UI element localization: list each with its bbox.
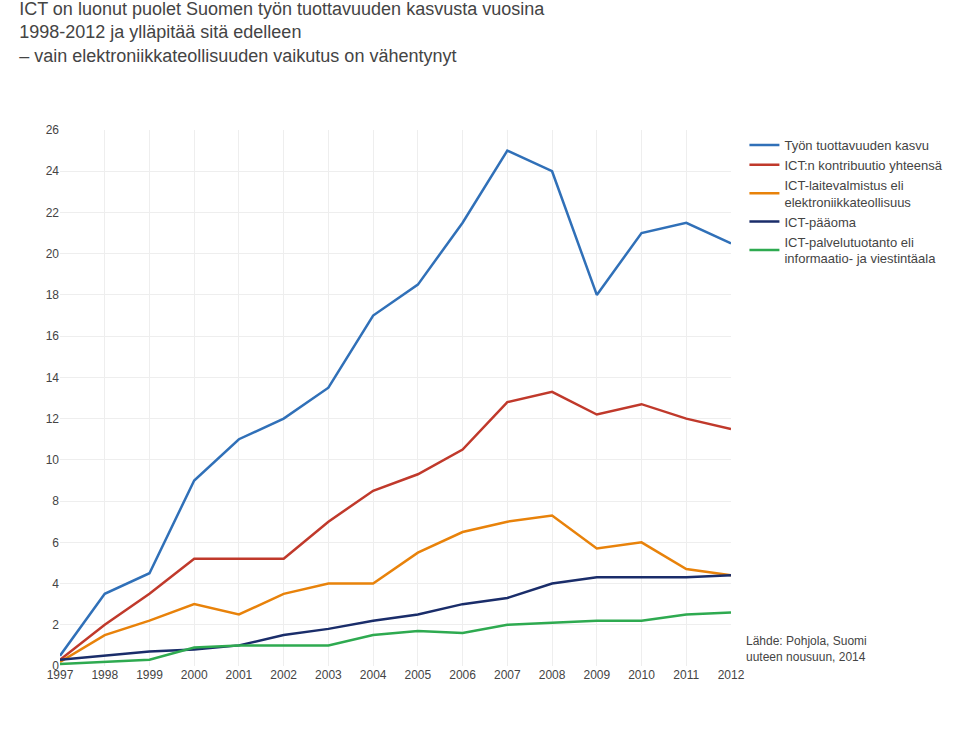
svg-text:ICT on luonut puolet Suomen ty: ICT on luonut puolet Suomen työn tuottav…: [19, 0, 545, 66]
svg-text:ICT-palvelutuotanto eliinforma: ICT-palvelutuotanto eliinformaatio- ja v…: [784, 235, 936, 267]
svg-text:22: 22: [46, 206, 60, 220]
svg-text:2009: 2009: [583, 668, 610, 682]
svg-text:18: 18: [46, 288, 60, 302]
svg-text:2011: 2011: [673, 668, 699, 682]
svg-text:1998: 1998: [91, 668, 118, 682]
svg-text:ICT-pääoma: ICT-pääoma: [784, 215, 856, 230]
svg-text:1997: 1997: [47, 668, 74, 682]
svg-text:2008: 2008: [539, 668, 566, 682]
svg-text:4: 4: [52, 577, 59, 591]
svg-text:2000: 2000: [181, 668, 208, 682]
svg-text:2007: 2007: [494, 668, 521, 682]
svg-text:2012: 2012: [718, 668, 745, 682]
svg-text:0: 0: [52, 659, 59, 673]
svg-text:2006: 2006: [449, 668, 476, 682]
svg-text:1999: 1999: [136, 668, 163, 682]
svg-text:2: 2: [52, 618, 59, 632]
svg-text:Työn tuottavuuden kasvu: Työn tuottavuuden kasvu: [784, 138, 929, 153]
svg-text:12: 12: [46, 412, 60, 426]
svg-text:Lähde: Pohjola, Suomiuuteen no: Lähde: Pohjola, Suomiuuteen nousuun, 201…: [746, 634, 867, 664]
svg-text:2001: 2001: [226, 668, 253, 682]
svg-text:6: 6: [52, 536, 59, 550]
svg-text:2010: 2010: [628, 668, 655, 682]
svg-text:24: 24: [46, 164, 60, 178]
svg-text:20: 20: [46, 247, 60, 261]
svg-text:ICT-laitevalmistus elielektron: ICT-laitevalmistus elielektroniikkateoll…: [784, 178, 911, 210]
svg-text:26: 26: [46, 123, 60, 137]
svg-text:10: 10: [46, 453, 60, 467]
svg-text:16: 16: [46, 329, 60, 343]
svg-text:2002: 2002: [270, 668, 297, 682]
svg-text:8: 8: [52, 494, 59, 508]
svg-text:2005: 2005: [405, 668, 432, 682]
svg-text:2003: 2003: [315, 668, 342, 682]
svg-text:14: 14: [46, 371, 60, 385]
svg-text:ICT:n kontribuutio yhteensä: ICT:n kontribuutio yhteensä: [784, 158, 942, 173]
svg-text:2004: 2004: [360, 668, 387, 682]
